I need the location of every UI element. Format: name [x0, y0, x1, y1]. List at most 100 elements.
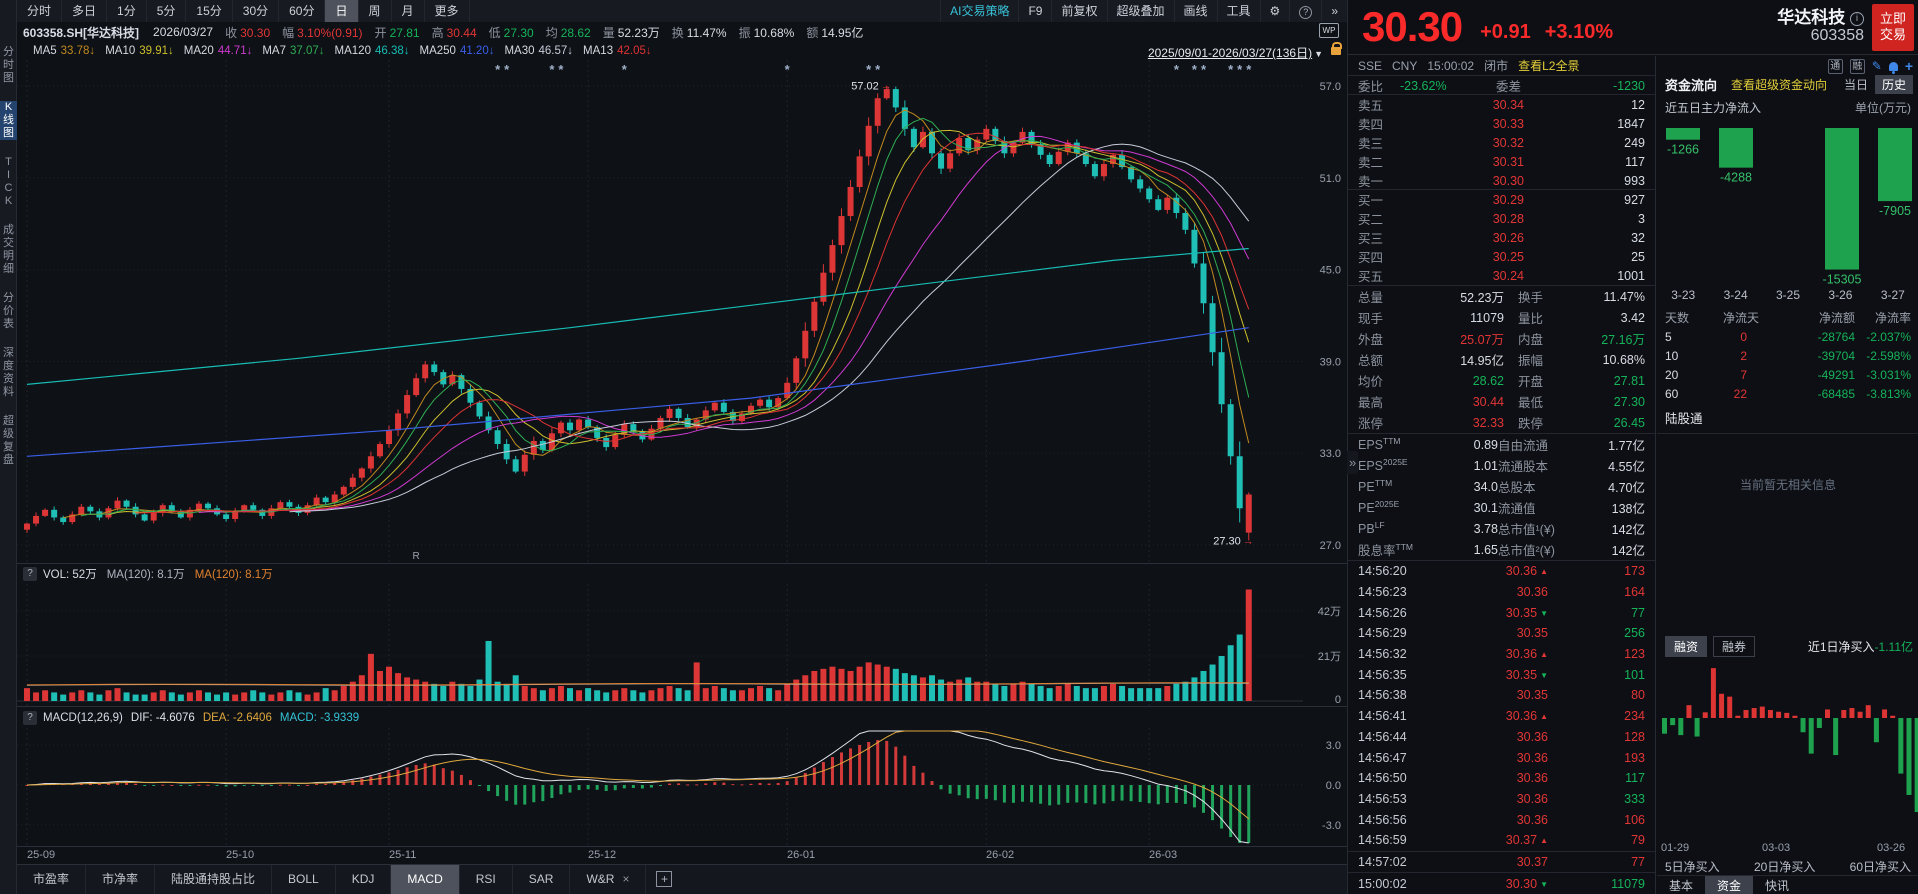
- close-icon[interactable]: ×: [622, 872, 630, 886]
- period-tab-多日[interactable]: 多日: [62, 0, 108, 22]
- svg-text:*: *: [875, 62, 881, 77]
- help-icon[interactable]: ?: [23, 567, 37, 581]
- chevron-down-icon[interactable]: ▼: [1314, 49, 1323, 59]
- indicator-tab-市净率[interactable]: 市净率: [86, 865, 156, 894]
- svg-text:45.0: 45.0: [1320, 265, 1341, 277]
- trade-now-button[interactable]: 立即 交易: [1872, 3, 1914, 51]
- wp-window-icon[interactable]: WP: [1319, 23, 1339, 38]
- period-tab-1分[interactable]: 1分: [107, 0, 147, 22]
- tick-price: 30.36 ▲: [1505, 647, 1548, 662]
- margin-tab-融券[interactable]: 融券: [1713, 636, 1756, 657]
- margin-tab-融资[interactable]: 融资: [1665, 636, 1708, 657]
- period-tab-分时[interactable]: 分时: [17, 0, 63, 22]
- bottom-tab-基本[interactable]: 基本: [1669, 879, 1694, 893]
- stat-label: 换手: [1518, 291, 1544, 305]
- bell-icon[interactable]: [1888, 61, 1898, 74]
- plus-icon[interactable]: +: [1904, 58, 1913, 74]
- ma-label-MA7: MA7: [262, 45, 286, 57]
- margin-dates: 01-29 03-03 03-26: [1657, 842, 1918, 856]
- badge-融[interactable]: 融: [1849, 58, 1865, 74]
- indicator-tab-KDJ[interactable]: KDJ: [336, 865, 392, 894]
- footer-link-20日净买入[interactable]: 20日净买入: [1753, 860, 1816, 874]
- margin-net-value: -1.11亿: [1874, 640, 1913, 654]
- period-tab-更多[interactable]: 更多: [425, 0, 470, 22]
- fundamental-value: 1.01: [1473, 458, 1498, 473]
- indicator-tab-陆股通持股占比[interactable]: 陆股通持股占比: [155, 865, 273, 894]
- period-tab-30分[interactable]: 30分: [233, 0, 280, 22]
- period-tab-日[interactable]: 日: [325, 0, 359, 22]
- bottom-tab-资金[interactable]: 资金: [1705, 876, 1754, 894]
- bid-price: 30.25: [1492, 249, 1524, 264]
- sidebar-item-成交明细[interactable]: 成交明细: [3, 224, 14, 275]
- fundflow-table: 天数 净流天 净流额 净流率 5 0 -28764 -2.037% 10 2 -39704 -2.59…: [1657, 308, 1918, 403]
- info-icon[interactable]: i: [1850, 12, 1864, 26]
- fundamental-value-2: 4.55亿: [1608, 460, 1645, 474]
- chevron-more-icon[interactable]: »: [1321, 0, 1347, 22]
- stat-value: 27.16万: [1601, 333, 1645, 347]
- help-icon[interactable]: ?: [23, 710, 37, 725]
- bid-price: 30.24: [1492, 268, 1524, 283]
- period-tab-5分[interactable]: 5分: [147, 0, 187, 22]
- period-tab-15分[interactable]: 15分: [186, 0, 233, 22]
- date-range-text[interactable]: 2025/09/01-2026/03/27(136日): [1147, 46, 1313, 60]
- footer-link-60日净买入[interactable]: 60日净买入: [1849, 860, 1911, 874]
- date-range-selector[interactable]: 2025/09/01-2026/03/27(136日) ▼: [1148, 44, 1323, 61]
- indicator-tab-MACD[interactable]: MACD: [391, 865, 460, 894]
- pencil-icon[interactable]: ✎: [1871, 59, 1882, 73]
- sidebar-item-超级复盘[interactable]: 超级复盘: [3, 415, 14, 466]
- ma-value-MA30: 46.57↓: [538, 45, 574, 57]
- super-fundflow-link[interactable]: 查看超级资金动向: [1731, 78, 1828, 92]
- toolbar-item-画线[interactable]: 画线: [1173, 0, 1217, 22]
- fundamental-row-PB: PBLF 3.78 总市值¹(¥) 142亿: [1348, 518, 1655, 539]
- collapse-panel-icon[interactable]: »: [1347, 451, 1359, 474]
- volume-chart[interactable]: 42万 21万 0: [17, 584, 1347, 706]
- svg-text:51.0: 51.0: [1320, 173, 1341, 185]
- period-tab-周[interactable]: 周: [359, 0, 392, 22]
- bid-label: 买五: [1358, 270, 1384, 284]
- fundflow-tab-当日[interactable]: 当日: [1843, 78, 1868, 92]
- weibi-row: 委比 -23.62% 委差 -1230: [1348, 76, 1655, 95]
- toolbar-item-AI交易策略[interactable]: AI交易策略: [940, 0, 1018, 22]
- sidebar-item-深度资料[interactable]: 深度资料: [3, 347, 14, 398]
- weicha-label: 委差: [1496, 80, 1522, 94]
- help-icon[interactable]: ?: [1289, 0, 1321, 22]
- badge-通[interactable]: 通: [1827, 58, 1843, 74]
- indicator-tab-SAR[interactable]: SAR: [513, 865, 571, 894]
- fundamental-row-EPS: EPS2025E 1.01 流通股本 4.55亿: [1348, 455, 1655, 476]
- lock-icon[interactable]: [1331, 42, 1342, 55]
- l2-link[interactable]: 查看L2全景: [1518, 59, 1580, 73]
- symbol-label: 603358.SH[华达科技]: [23, 25, 140, 40]
- fundflow-date-3-23: 3-23: [1671, 288, 1696, 302]
- indicator-tab-市盈率[interactable]: 市盈率: [17, 865, 87, 894]
- indicator-tab-W&R[interactable]: W&R ×: [570, 865, 647, 894]
- gear-icon[interactable]: ⚙: [1259, 0, 1290, 22]
- sidebar-item-分时图[interactable]: 分时图: [3, 46, 14, 84]
- trade-button-line1: 立即: [1879, 10, 1906, 26]
- toolbar-item-工具[interactable]: 工具: [1216, 0, 1260, 22]
- fundflow-tab-历史[interactable]: 历史: [1874, 75, 1913, 94]
- indicator-tab-BOLL[interactable]: BOLL: [272, 865, 336, 894]
- toolbar-item-超级叠加[interactable]: 超级叠加: [1106, 0, 1174, 22]
- svg-text:*: *: [495, 62, 501, 77]
- bottom-tab-快讯[interactable]: 快讯: [1765, 879, 1790, 893]
- period-tab-月[interactable]: 月: [392, 0, 425, 22]
- indicator-tab-RSI[interactable]: RSI: [460, 865, 513, 894]
- toolbar-item-前复权[interactable]: 前复权: [1051, 0, 1106, 22]
- margin-bar-chart: [1662, 668, 1918, 813]
- x-axis-label-26-02: 26-02: [986, 849, 1015, 861]
- stat-label: 总额: [1358, 354, 1384, 368]
- svg-text:-3.0: -3.0: [1322, 820, 1341, 832]
- sidebar-item-分价表[interactable]: 分价表: [3, 292, 14, 330]
- footer-link-5日净买入[interactable]: 5日净买入: [1665, 860, 1720, 874]
- period-tab-60分[interactable]: 60分: [279, 0, 326, 22]
- tick-volume: 101: [1624, 667, 1645, 682]
- bid-label: 买二: [1358, 213, 1384, 227]
- svg-text:-1266: -1266: [1667, 143, 1699, 157]
- main-candlestick-chart[interactable]: 57.0 51.0 45.0 39.0 33.0 27.0 57.02 → 27.30 → * * * *…: [17, 60, 1347, 563]
- x-axis-label-26-01: 26-01: [787, 849, 816, 861]
- macd-chart[interactable]: 3.0 0.0 -3.0: [17, 728, 1347, 846]
- toolbar-item-F9[interactable]: F9: [1018, 0, 1051, 22]
- add-indicator-icon[interactable]: +: [656, 871, 673, 887]
